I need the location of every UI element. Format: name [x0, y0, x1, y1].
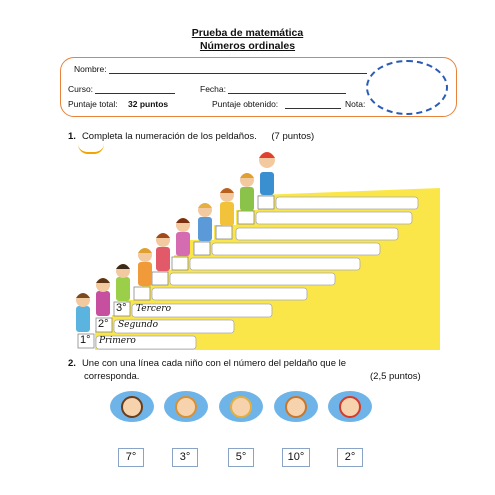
grade-circle — [366, 60, 448, 115]
name-label: Nombre: — [74, 64, 107, 74]
obtained-label: Puntaje obtenido: — [212, 99, 279, 109]
face-5-icon — [339, 396, 361, 418]
number-box-1[interactable]: 7° — [118, 448, 144, 467]
step-10-bar[interactable] — [275, 196, 419, 210]
total-value: 32 puntos — [128, 99, 169, 109]
date-line[interactable] — [228, 85, 347, 94]
page-subtitle: Números ordinales — [199, 40, 296, 52]
step-9-bar[interactable] — [255, 211, 413, 225]
total-label: Puntaje total: — [68, 99, 118, 109]
step-2-box — [95, 317, 113, 333]
step-3-word: Tercero — [136, 304, 172, 314]
face-2-icon — [175, 396, 197, 418]
child-1 — [76, 293, 90, 332]
step-9-box — [237, 210, 255, 225]
child-4 — [138, 248, 152, 286]
step-8-box — [215, 225, 233, 240]
child-8 — [220, 188, 234, 226]
question-2-number: 2. — [68, 358, 76, 369]
child-3 — [116, 264, 130, 301]
step-4-box — [133, 286, 151, 301]
step-5-box — [151, 271, 169, 286]
date-label: Fecha: — [200, 84, 226, 94]
question-1: 1. Completa la numeración de los peldaños… — [68, 131, 314, 142]
question-1-text: Completa la numeración de los peldaños. — [81, 131, 257, 142]
child-10 — [259, 152, 275, 195]
step-1-ordinal: 1° — [80, 334, 91, 346]
child-5 — [156, 233, 170, 271]
step-4-bar[interactable] — [151, 287, 308, 301]
step-7-bar[interactable] — [211, 242, 381, 256]
name-field[interactable]: Nombre: — [74, 64, 367, 74]
question-1-points: (7 puntos) — [271, 131, 315, 142]
step-8-bar[interactable] — [235, 227, 399, 241]
step-3-ordinal: 3° — [116, 302, 127, 314]
child-7 — [198, 203, 212, 241]
step-6-box — [171, 256, 189, 271]
name-line[interactable] — [108, 65, 367, 74]
child-9 — [240, 173, 254, 211]
step-7-box — [193, 241, 211, 256]
question-2: 2. Une con una línea cada niño con el núm… — [68, 358, 346, 369]
number-box-5[interactable]: 2° — [337, 448, 363, 467]
child-face-5[interactable] — [328, 391, 372, 422]
step-1-box — [77, 333, 95, 349]
child-face-1[interactable] — [110, 391, 154, 422]
step-1-word: Primero — [99, 336, 136, 346]
number-box-2[interactable]: 3° — [172, 448, 198, 467]
obtained-field[interactable]: Puntaje obtenido: — [212, 99, 341, 109]
date-field[interactable]: Fecha: — [200, 84, 347, 94]
decorative-arc — [78, 144, 104, 154]
step-2-word: Segundo — [118, 320, 159, 330]
obtained-line[interactable] — [284, 100, 341, 109]
step-2-ordinal: 2° — [98, 318, 109, 330]
question-2-text-line1: Une con una línea cada niño con el númer… — [81, 358, 347, 369]
child-face-2[interactable] — [164, 391, 208, 422]
page-title: Prueba de matemática — [191, 27, 304, 39]
question-1-number: 1. — [68, 131, 76, 142]
step-6-bar[interactable] — [189, 257, 361, 271]
step-10-box — [257, 195, 275, 210]
course-label: Curso: — [68, 84, 94, 94]
face-1-icon — [121, 396, 143, 418]
step-1-bar[interactable] — [95, 335, 197, 350]
number-box-3[interactable]: 5° — [228, 448, 254, 467]
course-field[interactable]: Curso: — [68, 84, 176, 94]
step-3-bar[interactable] — [131, 303, 273, 318]
student-info-box — [60, 57, 457, 117]
question-2-points: (2,5 puntos) — [370, 371, 421, 382]
child-face-4[interactable] — [274, 391, 318, 422]
children-group — [76, 152, 275, 332]
step-2-bar[interactable] — [113, 319, 235, 334]
step-5-bar[interactable] — [169, 272, 336, 286]
child-2 — [96, 278, 110, 316]
question-2-text-line2: corresponda. — [84, 371, 140, 382]
number-box-4[interactable]: 10° — [282, 448, 310, 467]
grade-label: Nota: — [345, 99, 366, 109]
face-3-icon — [230, 396, 252, 418]
child-6 — [176, 218, 190, 256]
step-3-box — [113, 301, 131, 317]
total-score: Puntaje total: 32 puntos — [68, 99, 168, 109]
face-4-icon — [285, 396, 307, 418]
course-line[interactable] — [95, 85, 176, 94]
child-face-3[interactable] — [219, 391, 263, 422]
